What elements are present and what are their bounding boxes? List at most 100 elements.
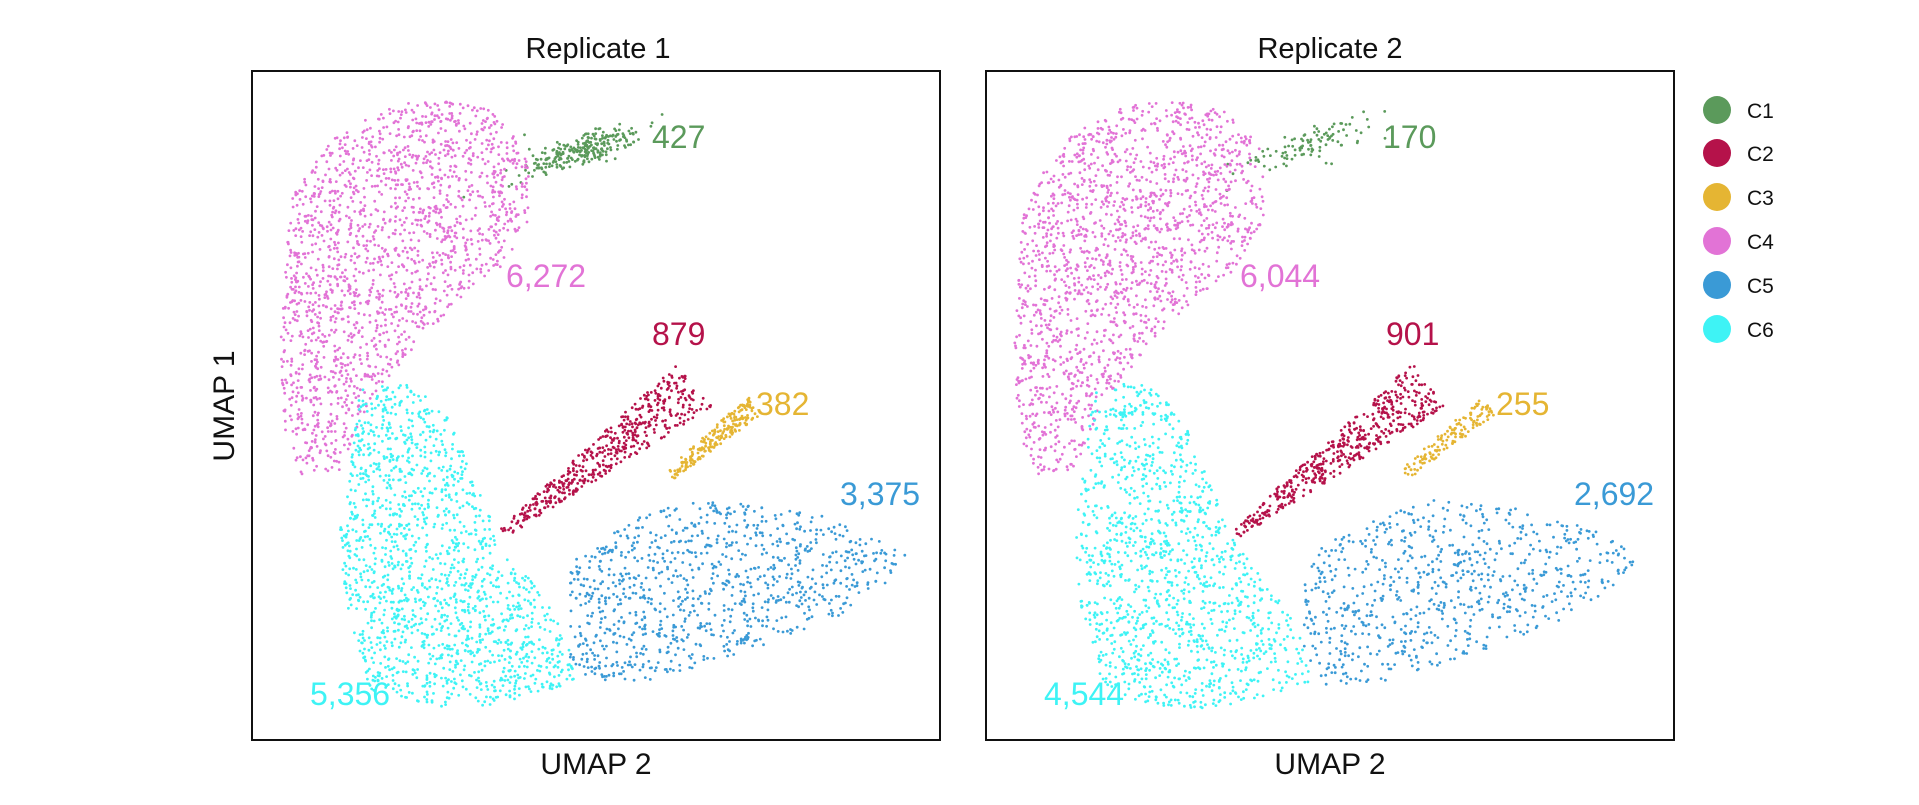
data-point-c2 <box>631 431 635 435</box>
data-point-c4 <box>337 258 341 262</box>
data-point-c6 <box>372 610 376 614</box>
data-point-c4 <box>412 181 416 184</box>
data-point-c4 <box>315 354 318 358</box>
data-point-c5 <box>614 541 618 545</box>
data-point-c2 <box>660 406 664 410</box>
data-point-c3 <box>733 418 737 422</box>
data-point-c4 <box>308 373 312 377</box>
data-point-c6 <box>361 636 365 640</box>
data-point-c4 <box>303 214 307 218</box>
data-point-c6 <box>488 573 492 577</box>
data-point-c6 <box>471 578 474 582</box>
data-point-c4 <box>464 218 468 222</box>
data-point-c6 <box>455 616 459 620</box>
plot-frame <box>251 70 941 741</box>
data-point-c4 <box>338 173 342 177</box>
data-point-c4 <box>310 351 313 355</box>
data-point-c4 <box>433 114 437 118</box>
data-point-c4 <box>339 307 343 311</box>
data-point-c6 <box>428 556 432 559</box>
data-point-c4 <box>493 233 496 237</box>
data-point-c4 <box>295 432 298 436</box>
data-point-c6 <box>557 674 561 677</box>
data-point-c2 <box>643 430 647 434</box>
data-point-c6 <box>382 479 386 482</box>
data-point-c6 <box>493 689 496 693</box>
data-point-c6 <box>545 666 549 669</box>
data-point-c6 <box>411 609 415 612</box>
data-point-c5 <box>717 560 721 564</box>
data-point-c5 <box>637 526 640 530</box>
data-point-c4 <box>489 132 493 136</box>
data-point-c4 <box>378 129 381 133</box>
data-point-c4 <box>384 323 387 327</box>
data-point-c4 <box>389 277 393 281</box>
data-point-c4 <box>316 418 320 422</box>
data-point-c5 <box>794 557 798 561</box>
data-point-c4 <box>326 144 330 148</box>
data-point-c4 <box>455 141 459 145</box>
data-point-c6 <box>530 621 534 624</box>
data-point-c4 <box>309 291 313 295</box>
data-point-c5 <box>672 574 675 578</box>
data-point-c4 <box>339 194 342 198</box>
data-point-c6 <box>419 617 423 621</box>
data-point-c1 <box>576 143 580 146</box>
data-point-c6 <box>384 647 387 650</box>
data-point-c6 <box>483 528 487 531</box>
data-point-c4 <box>360 146 364 149</box>
data-point-c6 <box>390 617 394 621</box>
data-point-c6 <box>445 696 449 700</box>
data-point-c5 <box>656 545 660 549</box>
data-point-c6 <box>349 488 353 492</box>
data-point-c6 <box>367 636 371 640</box>
data-point-c6 <box>463 649 467 653</box>
data-point-c5 <box>644 576 648 580</box>
data-point-c6 <box>421 494 425 498</box>
data-point-c5 <box>640 647 644 651</box>
data-point-c6 <box>475 640 479 644</box>
data-point-c6 <box>432 632 435 636</box>
data-point-c4 <box>357 404 361 407</box>
data-point-c4 <box>408 135 412 139</box>
data-point-c4 <box>405 192 409 196</box>
data-point-c6 <box>401 494 404 498</box>
data-point-c5 <box>675 636 679 639</box>
data-point-c4 <box>444 101 447 104</box>
data-point-c5 <box>676 575 679 578</box>
data-point-c5 <box>802 593 806 597</box>
data-point-c4 <box>340 301 343 304</box>
data-point-c5 <box>579 631 582 635</box>
data-point-c4 <box>425 284 428 288</box>
data-point-c5 <box>757 618 760 622</box>
data-point-c3 <box>746 414 749 417</box>
data-point-c5 <box>598 661 602 664</box>
data-point-c4 <box>448 145 452 149</box>
data-point-c6 <box>501 670 505 673</box>
data-point-c5 <box>642 588 645 592</box>
data-point-c4 <box>326 229 329 233</box>
data-point-c4 <box>491 190 494 194</box>
data-point-c6 <box>413 671 417 675</box>
data-point-c6 <box>407 418 411 422</box>
data-point-c4 <box>290 280 294 284</box>
data-point-c4 <box>384 168 388 171</box>
data-point-c2 <box>568 481 571 485</box>
data-point-c2 <box>613 454 617 458</box>
data-point-c4 <box>478 253 482 256</box>
data-point-c5 <box>699 622 703 625</box>
data-point-c2 <box>626 415 630 419</box>
data-point-c5 <box>860 549 864 553</box>
data-point-c4 <box>313 228 317 232</box>
data-point-c6 <box>521 576 524 580</box>
data-point-c5 <box>582 584 586 588</box>
data-point-c4 <box>455 220 459 224</box>
data-point-c6 <box>403 614 406 618</box>
data-point-c6 <box>483 615 486 619</box>
data-point-c5 <box>686 583 690 587</box>
data-point-c4 <box>342 136 346 140</box>
data-point-c4 <box>520 185 524 188</box>
data-point-c6 <box>383 655 387 659</box>
data-point-c4 <box>430 120 434 124</box>
data-point-c1 <box>598 127 602 130</box>
